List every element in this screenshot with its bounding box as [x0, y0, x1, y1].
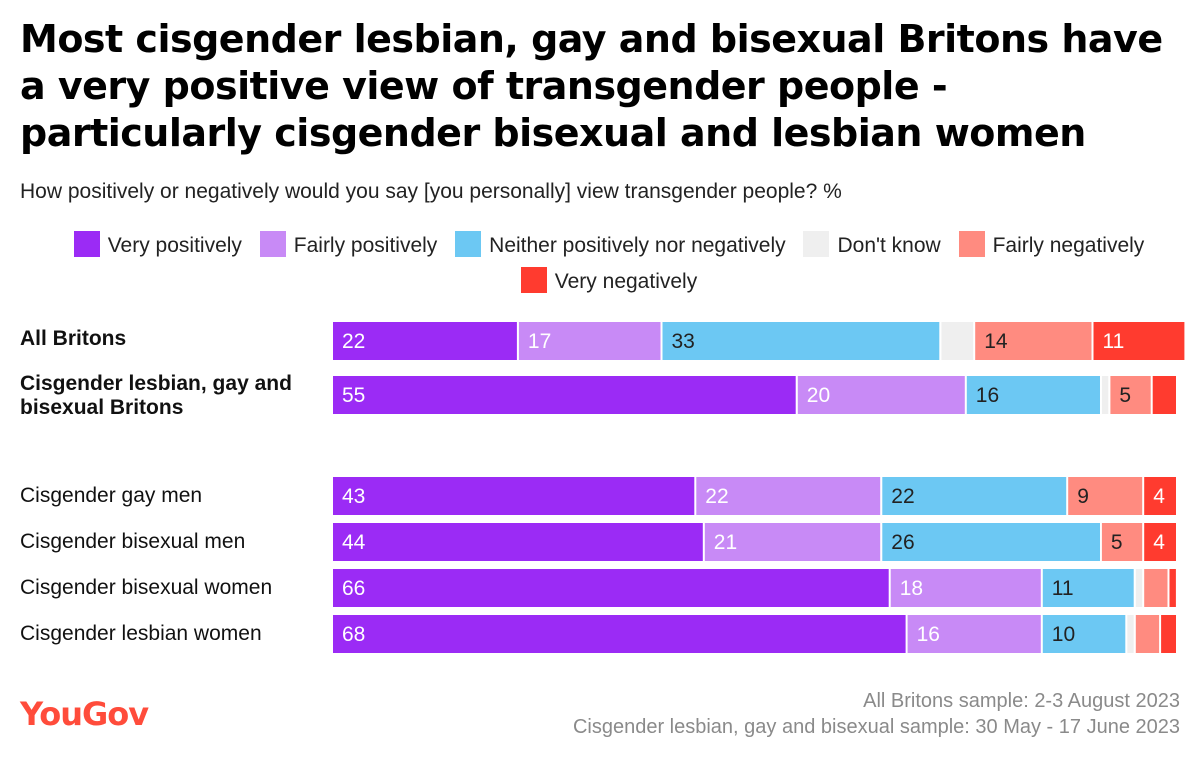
legend-label: Very positively [107, 234, 242, 257]
legend-swatch [803, 231, 830, 257]
bar-segment-neither [882, 477, 1067, 515]
bar-value-label: 22 [342, 330, 365, 353]
legend-item-dont-know: Don't know [803, 228, 941, 264]
bar-segment-fairly-positively [696, 477, 881, 515]
bar-value-label: 22 [891, 485, 914, 508]
footer-note-lgb-sample: Cisgender lesbian, gay and bisexual samp… [572, 716, 1180, 738]
bar-segment-fairly-negatively [1144, 569, 1168, 607]
row-label-bisexual-men: Cisgender bisexual men [20, 530, 246, 553]
bar-segment-neither [966, 376, 1100, 414]
legend-item-fairly-positively: Fairly positively [259, 228, 438, 264]
bar-segment-fairly-negatively [1101, 523, 1143, 561]
bar-segment-very-negatively [1144, 523, 1176, 561]
bar-segment-very-positively [333, 322, 517, 360]
bar-value-label: 16 [976, 384, 999, 407]
bar-value-label: 20 [807, 384, 830, 407]
legend-label: Fairly negatively [992, 234, 1145, 257]
row-label-all-britons: All Britons [20, 327, 127, 350]
bar-segment-very-negatively [1169, 569, 1176, 607]
bar-segment-very-negatively [1161, 615, 1176, 653]
legend-swatch [958, 231, 985, 257]
row-label-lesbian-women: Cisgender lesbian women [20, 622, 262, 645]
bar-value-label: 5 [1111, 531, 1123, 554]
bar-value-label: 9 [1077, 485, 1089, 508]
bar-value-label: 4 [1153, 485, 1165, 508]
bar-segment-very-positively [333, 376, 796, 414]
bar-segment-fairly-negatively [1068, 477, 1143, 515]
bar-segment-fairly-negatively [1135, 615, 1160, 653]
bar-segment-very-positively [333, 615, 906, 653]
bar-value-label: 16 [917, 623, 940, 646]
bar-value-label: 11 [1052, 577, 1074, 600]
footer-notes: All Britons sample: 2-3 August 2023 Cisg… [573, 688, 1180, 740]
bar-segment-fairly-negatively [1110, 376, 1151, 414]
bar-value-label: 22 [705, 485, 728, 508]
bar-value-label: 33 [672, 330, 695, 353]
footer-note-all-britons: All Britons sample: 2-3 August 2023 [863, 690, 1180, 712]
bar-segment-neither [1042, 615, 1126, 653]
bar-segment-fairly-positively [907, 615, 1041, 653]
bar-value-label: 68 [342, 623, 365, 646]
bar-value-label: 55 [342, 384, 365, 407]
bar-segment-dont-know [1127, 615, 1134, 653]
legend-swatch [455, 231, 482, 257]
bar-value-label: 44 [342, 531, 366, 554]
bar-value-label: 43 [342, 485, 365, 508]
bar-value-label: 66 [342, 577, 365, 600]
bar-segment-dont-know [941, 322, 974, 360]
bar-value-label: 18 [900, 577, 923, 600]
bar-value-label: 17 [528, 330, 551, 353]
bar-value-label: 5 [1119, 384, 1131, 407]
bar-segment-very-positively [333, 523, 703, 561]
bar-segment-very-positively [333, 569, 889, 607]
bar-segment-fairly-positively [704, 523, 881, 561]
row-label-lgb-britons: Cisgender lesbian, gay and bisexual Brit… [20, 372, 292, 419]
row-label-bisexual-women: Cisgender bisexual women [20, 576, 273, 599]
legend-item-neither: Neither positively nor negatively [455, 228, 786, 264]
chart-title: Most cisgender lesbian, gay and bisexual… [20, 17, 1163, 155]
bar-value-label: 11 [1103, 330, 1125, 353]
bar-segment-neither [1042, 569, 1134, 607]
legend-item-very-negatively: Very negatively [520, 264, 698, 300]
legend-label: Don't know [837, 234, 941, 257]
bar-segment-neither [882, 523, 1100, 561]
legend-label: Very negatively [554, 270, 698, 293]
bar-value-label: 26 [891, 531, 914, 554]
yougov-logo: YouGov [20, 695, 149, 733]
bar-value-label: 4 [1153, 531, 1165, 554]
bar-value-label: 10 [1052, 623, 1075, 646]
bar-segment-very-positively [333, 477, 695, 515]
bar-segment-neither [662, 322, 940, 360]
bar-segment-dont-know [1135, 569, 1143, 607]
bar-segment-fairly-positively [518, 322, 661, 360]
legend-item-fairly-negatively: Fairly negatively [958, 228, 1145, 264]
legend-label: Fairly positively [293, 234, 438, 257]
legend-swatch [73, 231, 100, 257]
chart-subtitle: How positively or negatively would you s… [20, 180, 842, 203]
bar-segment-fairly-positively [890, 569, 1041, 607]
legend-swatch [520, 267, 547, 293]
bar-segment-fairly-negatively [975, 322, 1092, 360]
legend: Very positively Fairly positively Neithe… [40, 228, 1190, 300]
bar-value-label: 14 [984, 330, 1008, 353]
bar-segment-very-negatively [1093, 322, 1185, 360]
legend-label: Neither positively nor negatively [489, 234, 786, 257]
bar-segment-very-negatively [1144, 477, 1176, 515]
row-label-gay-men: Cisgender gay men [20, 484, 203, 507]
bar-segment-dont-know [1101, 376, 1109, 414]
bar-segment-fairly-positively [797, 376, 965, 414]
legend-item-very-positively: Very positively [73, 228, 242, 264]
legend-swatch [259, 231, 286, 257]
bar-value-label: 21 [714, 531, 737, 554]
bar-segment-very-negatively [1152, 376, 1176, 414]
